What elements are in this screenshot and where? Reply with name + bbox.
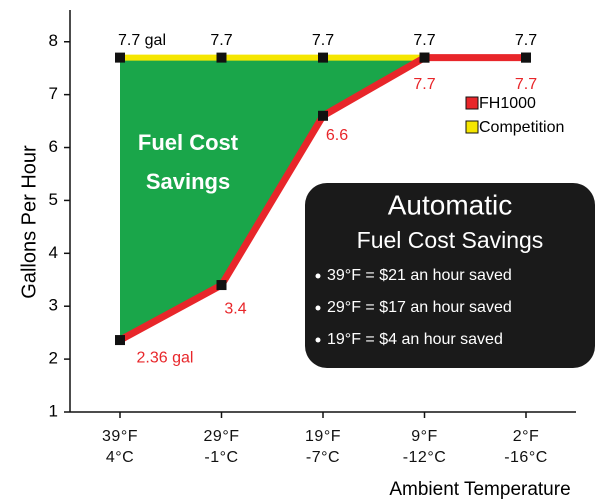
y-tick-label: 6 [49, 137, 58, 156]
data-label: 2.36 gal [137, 349, 194, 366]
x-tick-label: 19°F -7°C [305, 428, 341, 466]
point-marker [115, 335, 125, 346]
callout-subtitle: Fuel Cost Savings [357, 227, 544, 253]
area-label: Savings [146, 169, 230, 194]
savings-area [120, 57, 526, 341]
data-label: 7.7 [413, 76, 435, 93]
legend-swatch [465, 96, 479, 110]
bullet [315, 337, 321, 343]
bullet [315, 305, 321, 311]
point-marker [216, 280, 227, 291]
y-tick-label: 3 [49, 296, 58, 315]
point-marker [521, 52, 531, 63]
y-tick-label: 2 [49, 349, 58, 368]
point-marker [115, 52, 125, 63]
legend-swatch [465, 120, 479, 134]
y-axis-label: Gallons Per Hour [18, 145, 40, 299]
callout-item: 29°F = $17 an hour saved [327, 299, 512, 316]
data-label: 7.7 [515, 76, 537, 93]
point-marker [419, 52, 430, 63]
callout-item: 39°F = $21 an hour saved [327, 267, 512, 284]
point-marker [318, 52, 328, 63]
data-label: 6.6 [326, 127, 348, 144]
data-label: 7.7 [515, 32, 537, 49]
x-tick-label: 39°F 4°C [102, 428, 138, 466]
legend-label: Competition [479, 119, 564, 136]
point-marker [318, 110, 328, 121]
y-tick-label: 7 [49, 84, 58, 103]
x-tick-label: 2°F -16°C [504, 428, 548, 466]
y-tick-label: 5 [49, 190, 58, 209]
callout-item: 19°F = $4 an hour saved [327, 331, 503, 348]
legend-label: FH1000 [479, 95, 536, 112]
callout-title: Automatic [388, 189, 513, 220]
data-label: 3.4 [224, 300, 246, 317]
y-tick-label: 1 [49, 401, 58, 420]
area-label: Fuel Cost [138, 130, 239, 155]
data-label: 7.7 [413, 32, 435, 49]
x-tick-label: 9°F -12°C [402, 428, 447, 466]
bullet [315, 273, 321, 279]
data-label: 7.7 [312, 32, 334, 49]
point-marker [216, 52, 227, 63]
y-tick-label: 4 [49, 243, 58, 262]
data-label: 7.7 [210, 32, 232, 49]
x-tick-label: 29°F -1°C [203, 428, 240, 466]
callout-box [305, 183, 595, 368]
x-axis-label: Ambient Temperature [389, 479, 570, 500]
y-tick-label: 8 [49, 31, 58, 50]
data-label: 7.7 gal [118, 32, 166, 49]
